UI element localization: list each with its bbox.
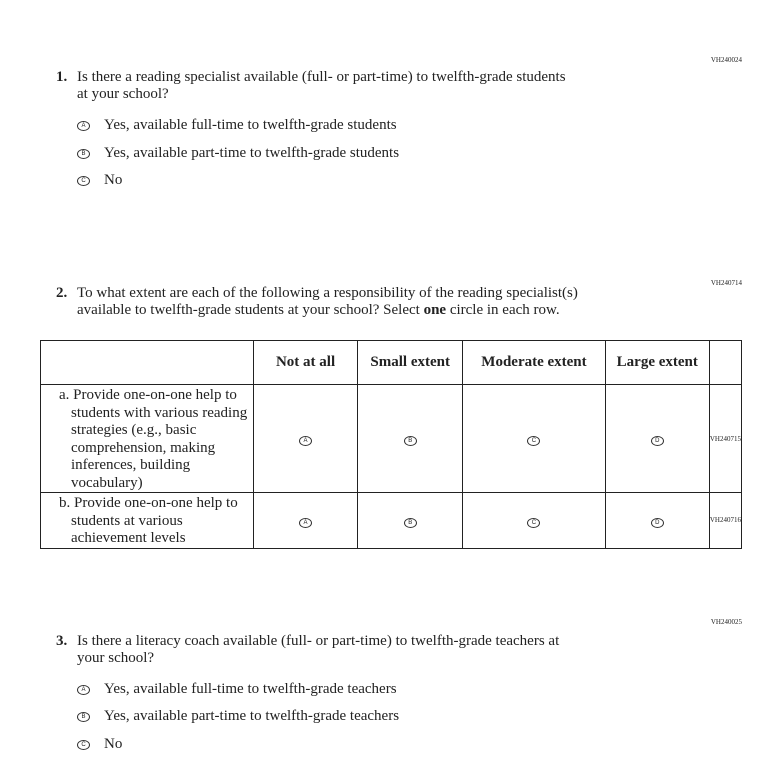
radio-bubble[interactable]: B bbox=[403, 517, 417, 528]
column-header: Large extent bbox=[604, 340, 710, 385]
row-label: b. Provide one-on-one help to students a… bbox=[40, 492, 254, 549]
question-number: 3. bbox=[56, 633, 68, 649]
option-label: No bbox=[104, 172, 123, 188]
question-2: 2. To what extent are each of the followi… bbox=[56, 285, 696, 319]
question-text: at your school? bbox=[77, 86, 169, 102]
question-text: your school? bbox=[77, 650, 155, 666]
question-text: available to twelfth-grade students at y… bbox=[77, 302, 560, 318]
radio-bubble[interactable]: C bbox=[77, 175, 90, 186]
option-label: Yes, available part-time to twelfth-grad… bbox=[104, 145, 400, 161]
radio-bubble[interactable]: A bbox=[77, 120, 90, 131]
option-label: No bbox=[104, 736, 123, 752]
table-row: a. Provide one-on-one help to students w… bbox=[40, 384, 743, 493]
question-text: To what extent are each of the following… bbox=[77, 285, 578, 301]
radio-bubble[interactable]: A bbox=[77, 684, 90, 695]
item-code: VH240715 bbox=[708, 384, 743, 493]
item-code: VH240024 bbox=[710, 56, 742, 64]
question-3: 3. Is there a literacy coach available (f… bbox=[56, 633, 656, 667]
question-text: Is there a reading specialist available … bbox=[77, 69, 566, 85]
column-header: Small extent bbox=[357, 340, 464, 385]
option-label: Yes, available full-time to twelfth-grad… bbox=[104, 681, 397, 697]
radio-bubble[interactable]: C bbox=[527, 436, 541, 446]
option-label: Yes, available part-time to twelfth-grad… bbox=[104, 708, 400, 724]
column-header: Moderate extent bbox=[462, 340, 606, 385]
option-b[interactable]: B Yes, available part-time to twelfth-gra… bbox=[77, 708, 399, 725]
question-text: Is there a literacy coach available (ful… bbox=[77, 633, 560, 649]
response-grid: Not at all Small extent Moderate extent Lar… bbox=[40, 340, 743, 549]
option-a[interactable]: A Yes, available full-time to twelfth-gra… bbox=[77, 117, 397, 134]
item-code: VH240714 bbox=[710, 279, 742, 287]
radio-bubble[interactable]: A bbox=[299, 436, 313, 446]
item-code: VH240716 bbox=[708, 492, 743, 549]
radio-bubble[interactable]: C bbox=[527, 517, 541, 528]
table-row: b. Provide one-on-one help to students a… bbox=[40, 492, 743, 549]
option-label: Yes, available full-time to twelfth-grad… bbox=[104, 117, 397, 133]
item-code: VH240025 bbox=[710, 618, 742, 626]
column-header: Not at all bbox=[252, 340, 359, 385]
radio-bubble[interactable]: B bbox=[77, 711, 90, 722]
radio-bubble[interactable]: D bbox=[650, 436, 664, 446]
question-1: 1. Is there a reading specialist availabl… bbox=[56, 69, 656, 103]
option-c[interactable]: C No bbox=[77, 172, 122, 189]
radio-bubble[interactable]: B bbox=[403, 436, 417, 446]
radio-bubble[interactable]: C bbox=[77, 739, 90, 750]
question-number: 2. bbox=[56, 285, 68, 301]
radio-bubble[interactable]: B bbox=[77, 148, 90, 159]
option-b[interactable]: B Yes, available part-time to twelfth-gra… bbox=[77, 145, 399, 162]
option-c[interactable]: C No bbox=[77, 736, 122, 753]
radio-bubble[interactable]: A bbox=[299, 517, 313, 528]
row-label: a. Provide one-on-one help to students w… bbox=[40, 384, 254, 493]
option-a[interactable]: A Yes, available full-time to twelfth-gra… bbox=[77, 681, 397, 698]
radio-bubble[interactable]: D bbox=[650, 517, 664, 528]
question-number: 1. bbox=[56, 69, 68, 85]
